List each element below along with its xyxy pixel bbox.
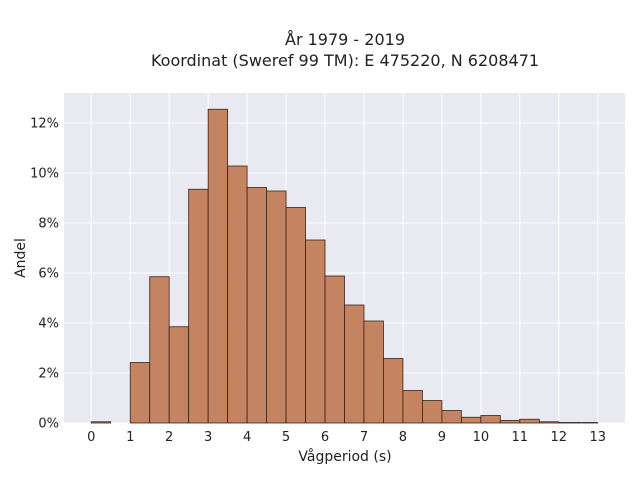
histogram-bar — [538, 421, 560, 424]
y-tick-label: 10% — [30, 167, 59, 182]
chart-title-line1: År 1979 - 2019 — [285, 30, 405, 49]
histogram-bar — [344, 304, 365, 424]
y-tick-label: 8% — [38, 217, 59, 232]
histogram-bar — [207, 108, 229, 424]
y-tick-label: 2% — [38, 367, 59, 382]
histogram-bar — [460, 416, 482, 424]
x-tick-label: 6 — [321, 430, 329, 445]
x-tick-label: 10 — [473, 430, 490, 445]
histogram-bar — [129, 362, 151, 424]
y-axis-ticks: 0% 2% 4% 6% 8% 10% 12% — [30, 117, 59, 432]
y-tick-label: 12% — [30, 117, 59, 132]
histogram-bar — [227, 165, 248, 424]
y-tick-label: 0% — [38, 417, 59, 432]
histogram-bar — [363, 320, 384, 424]
histogram-bar — [324, 275, 345, 424]
histogram-bar — [577, 422, 599, 424]
histogram-bar — [246, 187, 267, 424]
x-tick-label: 5 — [282, 430, 290, 445]
y-tick-label: 4% — [38, 317, 59, 332]
x-tick-label: 4 — [243, 430, 251, 445]
histogram-bar — [480, 415, 501, 424]
histogram-bar — [558, 422, 579, 424]
chart-title-line2: Koordinat (Sweref 99 TM): E 475220, N 62… — [151, 51, 539, 70]
histogram-bar — [402, 390, 423, 424]
histogram-bar — [168, 326, 190, 424]
histogram-bar — [383, 358, 404, 424]
histogram-bar — [285, 207, 306, 424]
x-axis-label: Vågperiod (s) — [298, 448, 391, 465]
histogram-bar — [441, 410, 462, 424]
histogram-bar — [499, 420, 521, 424]
x-tick-label: 0 — [87, 430, 95, 445]
histogram-bar — [519, 418, 540, 424]
x-tick-label: 9 — [438, 430, 446, 445]
histogram-bar — [90, 421, 112, 424]
histogram-bar — [149, 276, 170, 424]
x-tick-label: 2 — [165, 430, 173, 445]
x-axis-ticks: 0 1 2 3 4 5 6 7 8 9 10 11 12 13 — [87, 430, 606, 445]
y-tick-label: 6% — [38, 267, 59, 282]
histogram-bar — [305, 239, 326, 424]
x-tick-label: 8 — [399, 430, 407, 445]
bars-group — [90, 108, 599, 424]
y-axis-label: Andel — [13, 238, 29, 278]
x-tick-label: 12 — [550, 430, 567, 445]
histogram-bar — [422, 400, 443, 424]
x-tick-label: 13 — [589, 430, 606, 445]
histogram-bar — [188, 188, 209, 424]
x-tick-label: 7 — [360, 430, 368, 445]
x-tick-label: 1 — [126, 430, 134, 445]
x-tick-label: 3 — [204, 430, 212, 445]
histogram-bar — [266, 190, 287, 424]
x-tick-label: 11 — [512, 430, 529, 445]
